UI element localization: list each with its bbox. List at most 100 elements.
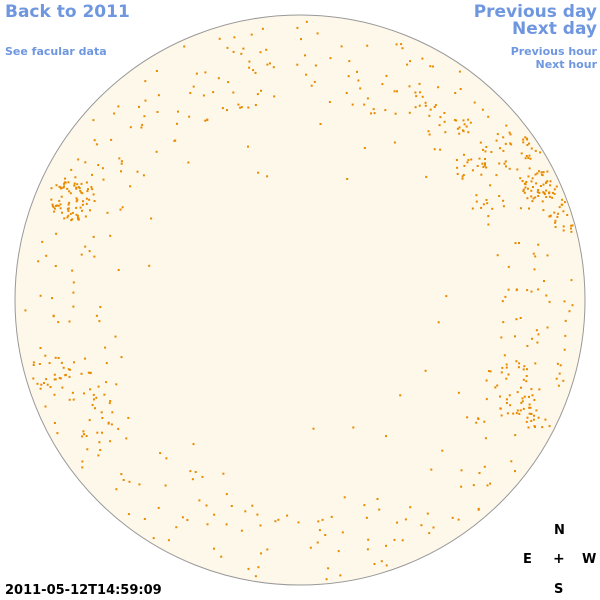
facula-point <box>105 381 108 384</box>
facula-point <box>518 412 521 415</box>
facula-point <box>173 139 176 142</box>
facula-point <box>125 437 128 440</box>
facula-point <box>266 63 269 66</box>
facula-point <box>487 215 490 218</box>
previous-day-link[interactable]: Previous day <box>473 2 597 22</box>
facula-point <box>546 180 549 183</box>
facula-point <box>68 201 71 204</box>
facula-point <box>95 314 98 317</box>
facula-point <box>505 165 507 168</box>
facula-point <box>525 181 528 183</box>
facula-point <box>37 260 40 263</box>
facula-point <box>534 196 537 199</box>
facula-point <box>260 89 262 92</box>
facula-point <box>51 203 54 206</box>
facula-point <box>359 87 362 90</box>
facula-point <box>266 175 269 178</box>
facula-point <box>113 112 116 115</box>
facula-point <box>92 119 95 122</box>
facula-point <box>502 321 505 324</box>
facula-point <box>507 265 510 268</box>
facula-point <box>467 118 470 121</box>
facula-point <box>508 167 511 170</box>
facula-point <box>110 138 113 141</box>
facula-point <box>546 170 549 173</box>
facula-point <box>563 348 566 351</box>
facula-point <box>357 79 360 82</box>
facula-point <box>127 513 130 516</box>
facula-point <box>521 400 524 403</box>
facula-point <box>43 382 45 384</box>
facula-point <box>164 484 167 487</box>
facula-point <box>523 365 526 368</box>
next-hour-link[interactable]: Next hour <box>535 58 598 71</box>
facula-point <box>421 57 424 60</box>
facula-point <box>318 529 321 532</box>
facula-point <box>111 411 114 414</box>
facula-point <box>155 70 158 72</box>
facula-point <box>518 362 521 365</box>
facula-point <box>73 184 76 187</box>
next-day-link[interactable]: Next day <box>512 19 597 39</box>
facula-point <box>339 574 342 577</box>
facula-point <box>485 146 488 148</box>
facula-point <box>183 45 186 48</box>
facula-point <box>425 175 428 178</box>
facula-point <box>498 195 501 197</box>
facula-point <box>316 541 319 544</box>
previous-hour-link[interactable]: Previous hour <box>510 45 597 58</box>
facula-point <box>73 361 75 364</box>
facula-point <box>189 92 192 94</box>
facula-point <box>80 372 83 375</box>
facula-point <box>476 165 479 167</box>
facula-point <box>551 196 554 199</box>
facula-point <box>97 385 100 388</box>
facula-point <box>459 88 462 90</box>
facula-point <box>467 131 470 134</box>
facula-point <box>248 60 251 63</box>
facula-point <box>503 354 506 357</box>
facula-point <box>524 186 527 189</box>
facula-point <box>32 364 35 366</box>
facula-point <box>546 254 549 257</box>
facula-point <box>32 377 35 380</box>
facula-point <box>514 434 517 437</box>
facula-point <box>366 548 369 551</box>
facula-point <box>528 207 530 210</box>
facula-point <box>108 402 111 405</box>
facula-point <box>537 288 540 291</box>
facula-point <box>143 115 146 118</box>
facula-point <box>504 142 507 145</box>
facula-point <box>505 377 508 380</box>
facula-point <box>473 101 476 104</box>
facula-point <box>384 109 387 112</box>
facula-point <box>53 393 56 396</box>
facula-point <box>504 160 507 163</box>
facula-point <box>479 141 482 144</box>
facula-point <box>534 173 537 176</box>
facula-point <box>525 375 528 377</box>
facula-point <box>91 404 94 406</box>
facula-point <box>526 416 529 419</box>
facula-point <box>117 269 120 271</box>
facula-point <box>205 504 208 507</box>
facula-point <box>32 361 35 364</box>
facula-point <box>533 268 536 271</box>
facula-point <box>385 564 388 567</box>
see-facular-data-link[interactable]: See facular data <box>5 45 107 58</box>
facula-point <box>119 208 122 211</box>
facula-point <box>57 357 60 359</box>
facula-point <box>466 416 469 419</box>
facula-point <box>82 200 84 203</box>
back-to-year-link[interactable]: Back to 2011 <box>5 2 130 22</box>
facula-point <box>548 300 551 303</box>
facula-point <box>471 207 474 210</box>
facula-point <box>341 531 344 534</box>
facula-point <box>537 243 540 246</box>
facula-point <box>563 300 566 303</box>
facula-point <box>541 200 544 203</box>
facula-point <box>531 200 534 203</box>
facula-point <box>393 141 396 144</box>
facula-point <box>64 373 67 376</box>
facula-point <box>55 232 58 235</box>
